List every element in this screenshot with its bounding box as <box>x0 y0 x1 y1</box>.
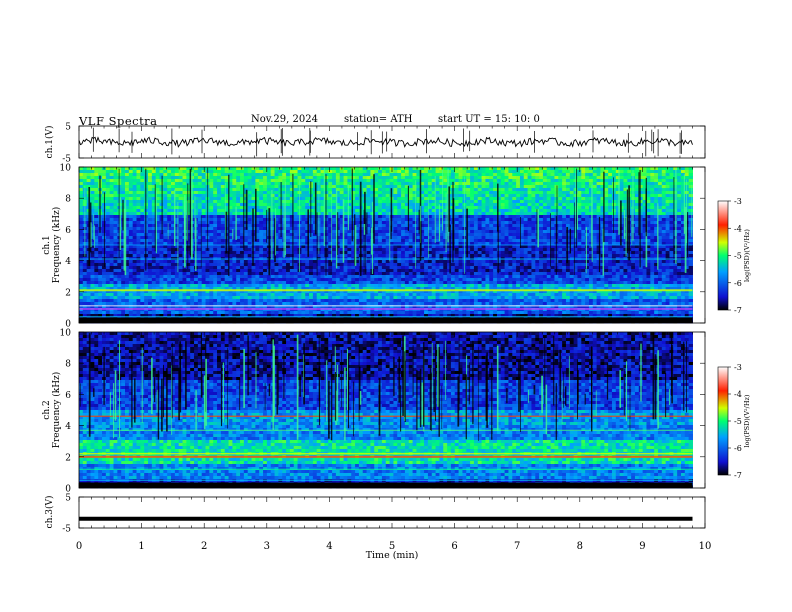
x-tick-label: 5 <box>389 541 395 552</box>
station-label: station= ATH <box>344 114 413 125</box>
y-tick-label: 10 <box>60 329 72 339</box>
y-tick-label: 8 <box>65 360 71 370</box>
y-tick-label: -5 <box>62 155 71 165</box>
start-time-label: start UT = 15: 10: 0 <box>438 114 540 125</box>
x-tick-label: 9 <box>639 541 645 552</box>
x-tick-label: 6 <box>451 541 457 552</box>
colorbar-tick-label: -5 <box>734 417 742 426</box>
y-tick-label: 4 <box>65 257 71 267</box>
y-tick-label: 5 <box>65 123 71 133</box>
y-tick-label: 10 <box>60 164 72 174</box>
ch2-spectrogram-ylabel: ch.2 <box>42 400 52 419</box>
colorbar-label: log(PSD)(V²/Hz) <box>743 229 751 282</box>
ch1-waveform-ylabel: ch.1(V) <box>44 126 55 159</box>
x-tick-label: 1 <box>138 541 144 552</box>
x-tick-label: 10 <box>699 541 712 552</box>
y-tick-label: 5 <box>65 494 71 504</box>
ch1-frequency-label: Frequency (kHz) <box>51 207 62 284</box>
x-axis-label: Time (min) <box>366 550 419 561</box>
y-tick-label: 2 <box>65 288 71 298</box>
ch3-waveform-ylabel: ch.3(V) <box>44 496 55 529</box>
chart-title: VLF Spectra <box>79 114 158 128</box>
colorbar-tick-label: -6 <box>734 279 742 288</box>
ch1-waveform-line <box>78 136 693 148</box>
x-tick-label: 3 <box>264 541 270 552</box>
spectrogram-ch2 <box>79 332 693 489</box>
colorbar-tick-label: -3 <box>734 363 742 372</box>
y-tick-label: 4 <box>65 422 71 432</box>
y-tick-label: 6 <box>65 226 71 236</box>
colorbar-tick-label: -4 <box>734 390 742 399</box>
y-tick-label: 6 <box>65 391 71 401</box>
colorbar-tick-label: -4 <box>734 224 742 233</box>
x-tick-label: 8 <box>577 541 583 552</box>
date-label: Nov.29, 2024 <box>251 114 318 125</box>
colorbar-tick-label: -6 <box>734 444 742 453</box>
spectrogram-ch1 <box>79 167 693 324</box>
colorbar-1 <box>717 200 729 311</box>
x-tick-label: 7 <box>514 541 520 552</box>
x-tick-label: 0 <box>76 541 82 552</box>
colorbar-2 <box>717 366 729 476</box>
y-tick-label: 2 <box>65 453 71 463</box>
colorbar-tick-label: -3 <box>734 197 742 206</box>
y-tick-label: 8 <box>65 195 71 205</box>
ch1-spectrogram-ylabel: ch.1 <box>42 235 52 254</box>
y-tick-label: -5 <box>62 525 71 535</box>
colorbar-label: log(PSD)(V²/Hz) <box>743 394 751 447</box>
y-tick-label: 0 <box>65 320 71 330</box>
x-tick-label: 4 <box>326 541 332 552</box>
ch2-frequency-label: Frequency (kHz) <box>51 372 62 449</box>
y-tick-label: 0 <box>65 485 71 495</box>
x-tick-label: 2 <box>201 541 207 552</box>
colorbar-tick-label: -7 <box>734 471 742 480</box>
colorbar-tick-label: -7 <box>734 306 742 315</box>
colorbar-tick-label: -5 <box>734 252 742 261</box>
